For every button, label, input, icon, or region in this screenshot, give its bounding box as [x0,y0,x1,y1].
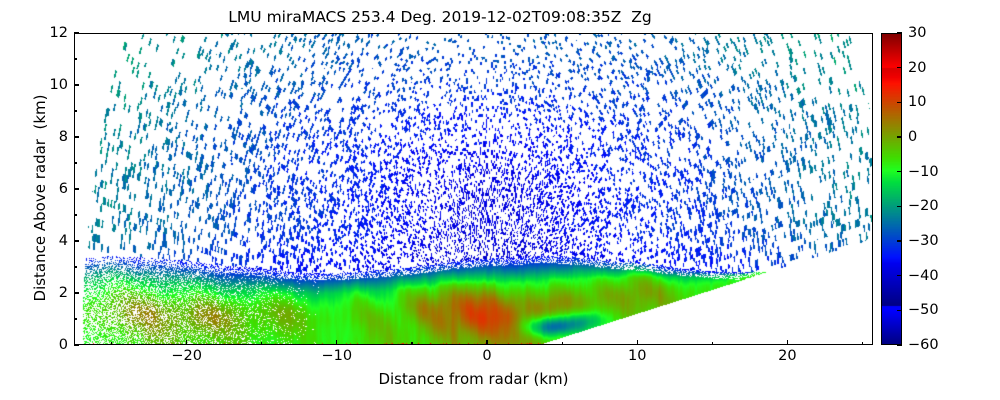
y-tick-major [74,240,79,242]
y-tick-major [74,292,79,294]
colorbar-tick-label: 30 [908,25,927,41]
y-tick-minor [74,58,77,60]
x-tick-major [636,340,638,345]
colorbar-tick [897,67,902,69]
y-tick-minor [74,318,77,320]
colorbar-tick-label: −60 [908,337,939,353]
y-tick-major [74,84,79,86]
y-tick-label: 12 [49,25,68,41]
y-tick-minor [74,214,77,216]
x-tick-major [186,340,188,345]
y-tick-major [74,136,79,138]
x-axis-label: Distance from radar (km) [378,370,569,388]
colorbar-tick-label: 20 [908,59,927,76]
x-tick-minor [110,342,113,345]
colorbar-tick [897,309,902,311]
colorbar-tick [897,32,902,34]
y-axis-label: Distance Above radar (km) [31,94,49,302]
x-tick-label: −10 [321,348,353,364]
colorbar-tick [897,205,902,207]
radar-reflectivity-heatmap [75,34,872,344]
x-tick-minor [411,342,413,345]
colorbar-tick-label: 0 [908,129,918,145]
colorbar-tick [897,275,902,277]
x-tick-minor [261,342,263,345]
x-tick-major [336,340,338,345]
colorbar-tick [897,171,902,173]
x-tick-minor [861,342,864,345]
y-tick-major [74,32,79,34]
x-tick-major [486,340,488,345]
colorbar-tick-label: 10 [908,94,927,111]
colorbar-tick-label: −40 [908,267,939,284]
y-tick-minor [74,162,77,164]
x-tick-label: −20 [171,348,202,364]
colorbar-tick [897,136,902,138]
colorbar-tick-label: −50 [908,302,939,319]
plot-area [74,33,873,345]
x-tick-minor [711,342,713,345]
colorbar-tick [897,240,902,242]
x-tick-label: 10 [627,348,647,364]
x-tick-minor [561,342,563,345]
colorbar-tick [897,101,902,103]
y-tick-label: 2 [58,285,68,301]
colorbar-tick-label: −30 [908,233,939,249]
colorbar-tick-label: −20 [908,198,939,215]
colorbar-tick [897,344,902,346]
y-tick-label: 4 [58,233,68,249]
x-tick-label: 0 [482,348,492,364]
y-tick-minor [74,110,77,112]
y-tick-major [74,344,79,346]
y-tick-label: 10 [49,77,68,93]
x-tick-label: 20 [778,348,797,364]
colorbar [881,32,902,346]
y-tick-label: 6 [58,181,68,197]
colorbar-gradient [881,33,902,345]
y-tick-label: 8 [58,129,68,145]
y-tick-minor [74,266,77,268]
y-tick-major [74,188,79,190]
y-tick-label: 0 [58,337,68,353]
x-tick-major [786,340,788,345]
colorbar-tick-label: −10 [908,163,939,180]
page-title: LMU miraMACS 253.4 Deg. 2019-12-02T09:08… [228,8,652,26]
